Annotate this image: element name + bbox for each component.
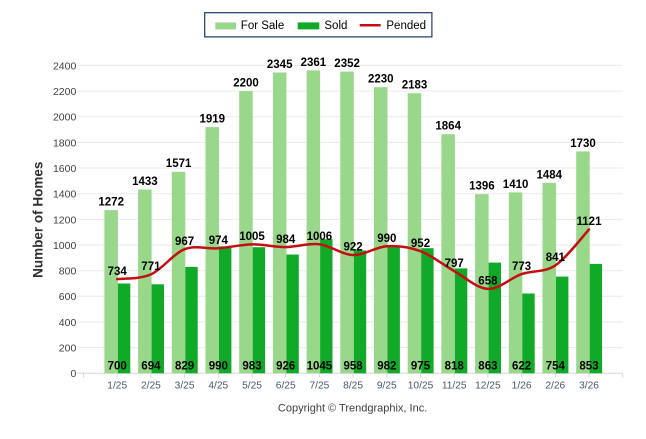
svg-text:841: 841 (546, 252, 566, 264)
svg-text:2400: 2400 (53, 60, 77, 72)
svg-text:3/26: 3/26 (579, 381, 599, 392)
svg-text:1/26: 1/26 (512, 381, 532, 392)
svg-text:983: 983 (242, 361, 261, 373)
svg-text:9/25: 9/25 (377, 381, 397, 392)
svg-text:658: 658 (478, 276, 498, 288)
svg-text:1006: 1006 (307, 231, 333, 243)
svg-text:1484: 1484 (537, 169, 563, 181)
svg-text:975: 975 (411, 361, 431, 373)
svg-text:Number of Homes: Number of Homes (31, 162, 46, 278)
svg-text:984: 984 (276, 234, 296, 246)
svg-text:2345: 2345 (267, 59, 293, 71)
svg-text:1600: 1600 (53, 163, 77, 175)
svg-text:1800: 1800 (53, 137, 77, 149)
svg-text:1919: 1919 (200, 114, 226, 126)
svg-text:1121: 1121 (577, 216, 603, 228)
svg-text:3/25: 3/25 (175, 381, 195, 392)
svg-text:2/26: 2/26 (545, 381, 565, 392)
svg-text:694: 694 (141, 361, 161, 373)
svg-text:Pended: Pended (386, 20, 426, 32)
svg-text:829: 829 (175, 361, 194, 373)
svg-text:For Sale: For Sale (241, 20, 284, 32)
svg-text:11/25: 11/25 (442, 381, 467, 392)
svg-text:1864: 1864 (435, 121, 461, 133)
svg-text:7/25: 7/25 (309, 381, 329, 392)
svg-text:974: 974 (209, 235, 229, 247)
svg-text:990: 990 (209, 361, 228, 373)
svg-text:1571: 1571 (166, 158, 192, 170)
svg-text:1272: 1272 (98, 197, 124, 209)
svg-text:853: 853 (579, 361, 598, 373)
svg-text:1/25: 1/25 (107, 381, 127, 392)
svg-text:1730: 1730 (570, 138, 596, 150)
svg-text:818: 818 (445, 361, 465, 373)
svg-text:622: 622 (512, 361, 531, 373)
svg-text:4/25: 4/25 (208, 381, 228, 392)
svg-text:1396: 1396 (469, 181, 495, 193)
svg-text:754: 754 (546, 361, 566, 373)
svg-text:990: 990 (377, 233, 396, 245)
svg-text:773: 773 (512, 261, 531, 273)
svg-text:1433: 1433 (132, 176, 158, 188)
svg-text:967: 967 (175, 236, 194, 248)
svg-text:2183: 2183 (402, 80, 428, 92)
svg-text:600: 600 (59, 291, 77, 303)
svg-text:200: 200 (59, 343, 77, 355)
svg-text:1005: 1005 (239, 231, 265, 243)
svg-text:2200: 2200 (233, 78, 259, 90)
svg-text:2230: 2230 (368, 74, 394, 86)
svg-text:10/25: 10/25 (408, 381, 434, 392)
svg-text:700: 700 (108, 361, 127, 373)
svg-text:2361: 2361 (301, 57, 327, 69)
svg-text:8/25: 8/25 (343, 381, 363, 392)
svg-text:1200: 1200 (53, 214, 77, 226)
svg-text:1000: 1000 (53, 240, 77, 252)
svg-text:2200: 2200 (53, 86, 77, 98)
svg-text:800: 800 (59, 266, 77, 278)
svg-text:926: 926 (276, 361, 295, 373)
svg-text:952: 952 (411, 238, 430, 250)
svg-text:Sold: Sold (324, 20, 347, 32)
svg-text:958: 958 (344, 361, 364, 373)
svg-text:771: 771 (141, 261, 161, 273)
svg-text:2000: 2000 (53, 112, 77, 124)
svg-text:400: 400 (59, 317, 77, 329)
svg-text:1400: 1400 (53, 189, 77, 201)
svg-text:6/25: 6/25 (276, 381, 296, 392)
svg-text:5/25: 5/25 (242, 381, 262, 392)
svg-text:Copyright © Trendgraphix, Inc.: Copyright © Trendgraphix, Inc. (278, 403, 427, 415)
svg-text:734: 734 (108, 266, 128, 278)
svg-text:0: 0 (70, 368, 76, 380)
svg-text:1410: 1410 (503, 179, 529, 191)
svg-text:1045: 1045 (307, 361, 333, 373)
svg-text:863: 863 (478, 361, 497, 373)
svg-text:2352: 2352 (334, 58, 360, 70)
svg-text:2/25: 2/25 (141, 381, 161, 392)
svg-text:12/25: 12/25 (475, 381, 501, 392)
svg-text:797: 797 (445, 258, 464, 270)
svg-text:922: 922 (344, 242, 363, 254)
svg-text:982: 982 (377, 361, 396, 373)
